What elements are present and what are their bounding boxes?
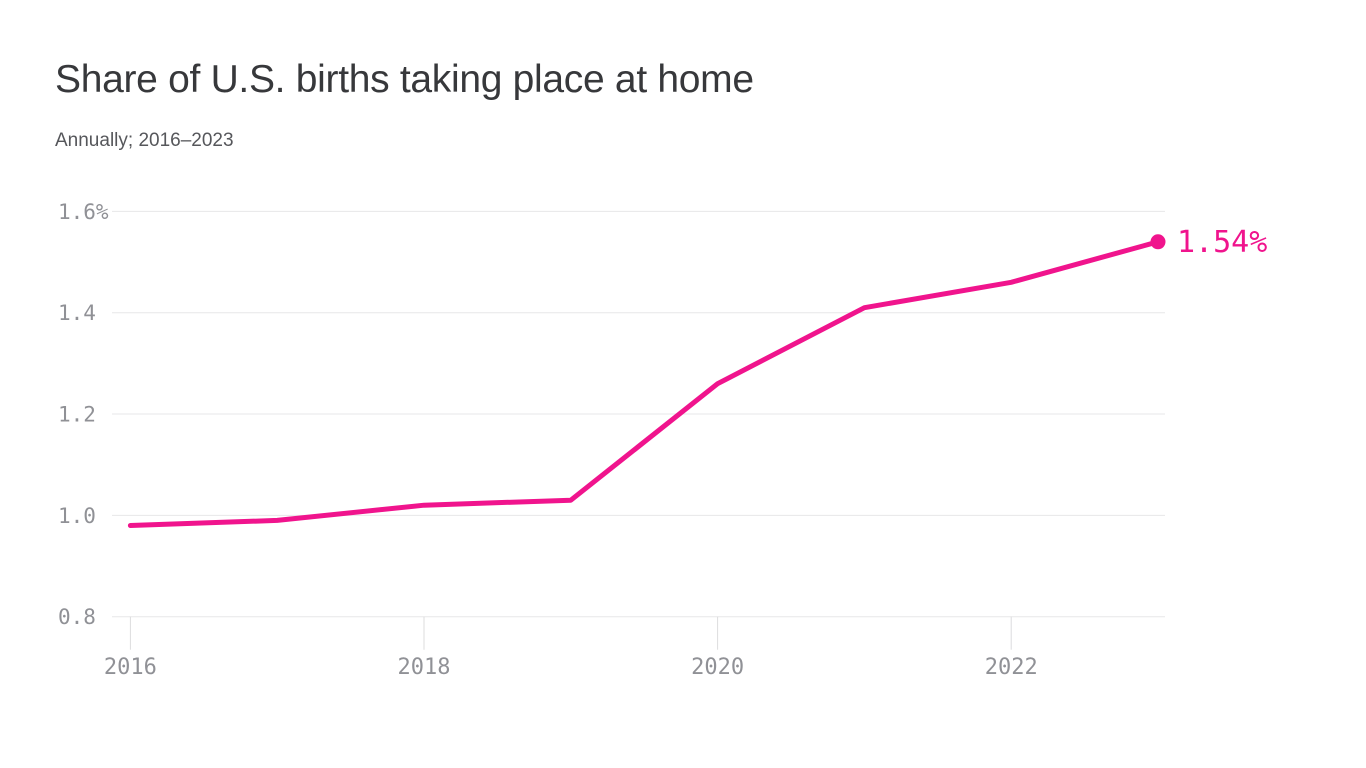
y-tick-label: 1.0 (58, 504, 96, 528)
x-tick-label: 2018 (398, 655, 451, 680)
y-tick-label: 0.8 (58, 605, 96, 629)
x-tick-label: 2022 (985, 655, 1038, 680)
y-tick-label: 1.4 (58, 301, 96, 325)
x-tick-label: 2016 (104, 655, 157, 680)
end-value-label: 1.54% (1177, 225, 1267, 260)
chart-title: Share of U.S. births taking place at hom… (55, 58, 754, 101)
y-tick-label: 1.2 (58, 403, 96, 427)
chart-subtitle: Annually; 2016–2023 (55, 130, 234, 151)
end-point-dot (1150, 234, 1166, 250)
x-tick-label: 2020 (691, 655, 744, 680)
y-tick-label: 1.6% (58, 200, 109, 224)
data-line (127, 239, 1161, 528)
